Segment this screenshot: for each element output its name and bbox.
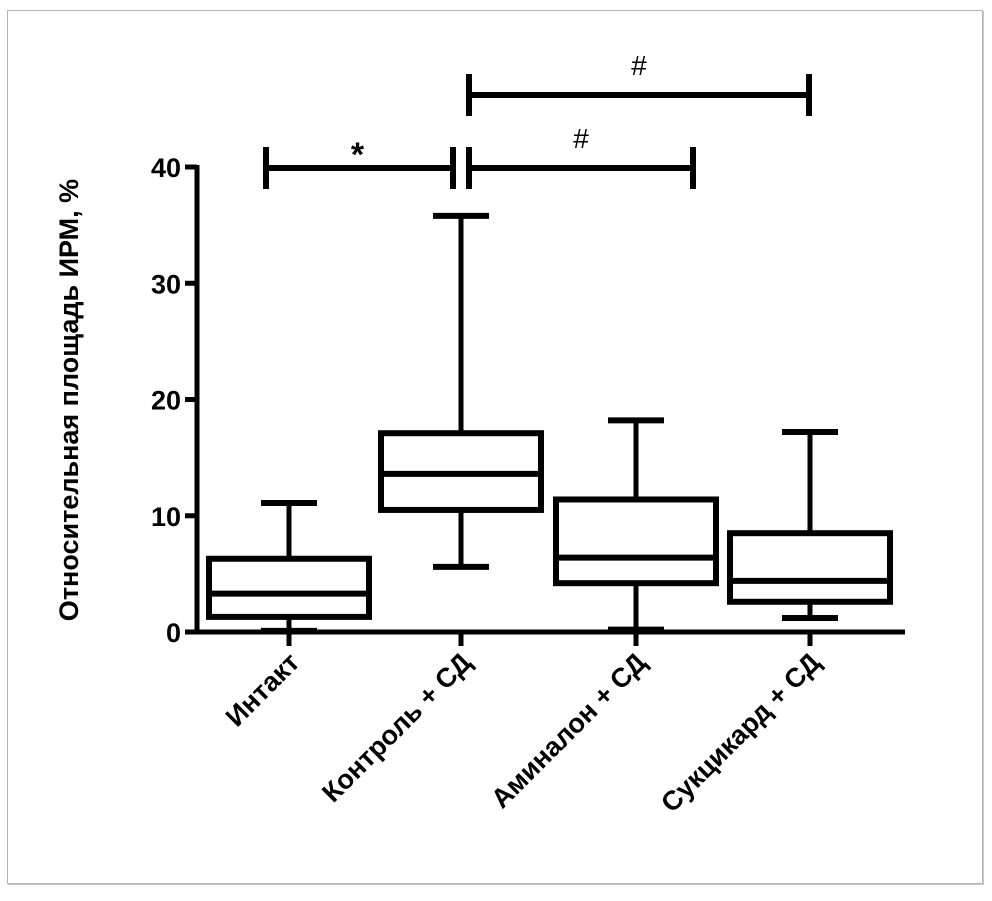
y-tick-label: 40 (151, 153, 181, 183)
y-axis-title: Относительная площадь ИРМ, % (54, 179, 84, 621)
significance-label: # (573, 123, 589, 154)
labels: Интакт Контроль + СД Аминалон + СД Сукцикар… (220, 647, 826, 818)
x-category-label: Аминалон + СД (485, 647, 652, 814)
box-group (378, 212, 544, 570)
box-group (206, 499, 372, 634)
x-category-label: Интакт (220, 647, 305, 732)
significance-bracket: # (466, 50, 812, 116)
box (206, 555, 372, 620)
box-group (553, 417, 719, 633)
significance-label: * (351, 136, 365, 174)
significance-brackets: * # # (263, 50, 812, 189)
box-group (727, 429, 893, 622)
significance-bracket: # (466, 123, 696, 189)
box (553, 496, 719, 587)
significance-label: # (631, 50, 647, 81)
x-category-label: Сукцикард + СД (655, 647, 826, 818)
significance-bracket: * (263, 136, 456, 189)
x-category-label: Контроль + СД (316, 647, 477, 808)
y-tick-label: 10 (151, 502, 181, 532)
y-tick-label: 30 (151, 269, 181, 299)
boxes (206, 212, 893, 634)
y-tick-label: 0 (166, 618, 181, 648)
y-tick-label: 20 (151, 386, 181, 416)
box (727, 530, 893, 605)
